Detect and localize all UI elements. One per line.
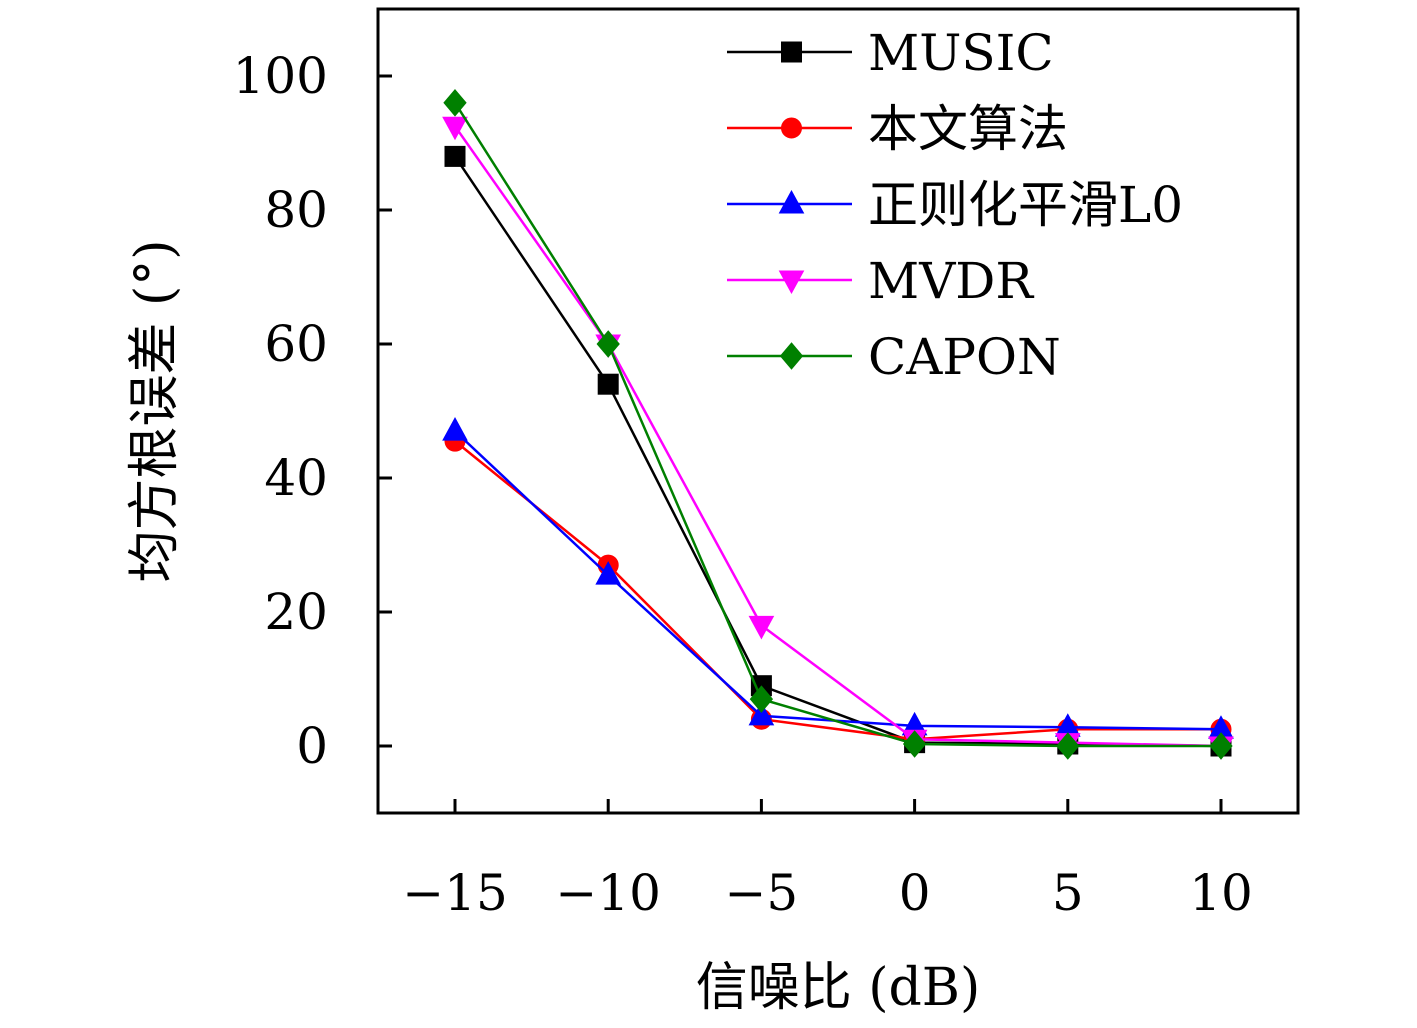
data-point [442,116,468,141]
legend-item: MUSIC [727,24,1054,82]
data-point [1056,732,1080,760]
x-tick-label: 10 [1189,864,1253,922]
legend-marker [781,117,802,139]
series-3 [442,417,1234,739]
y-tick-label: 100 [233,47,328,105]
y-tick-label: 0 [296,717,328,775]
data-point [748,701,775,726]
y-axis-label: 均方根误差 (°) [125,239,185,582]
series-layer [442,89,1234,761]
y-tick-label: 60 [264,315,328,373]
legend-label: 正则化平滑L0 [868,176,1183,234]
series-line [454,430,1222,731]
data-point [749,685,774,713]
legend-label: MVDR [868,252,1034,310]
x-tick-label: 5 [1052,864,1084,922]
x-tick-label: 0 [899,864,931,922]
legend-item: MVDR [727,252,1034,310]
x-axis-label: 信噪比 (dB) [696,958,981,1018]
series-5 [443,89,1233,760]
data-point [443,89,467,117]
x-axis: −15 −10 −5 0 5 10 [402,799,1253,922]
data-point [902,730,927,758]
data-point [596,330,620,358]
legend-marker [779,342,804,370]
plot-area-frame [376,7,1300,815]
legend-label: CAPON [868,328,1061,386]
data-point [595,561,622,585]
legend-marker [778,189,805,214]
data-point [597,373,619,395]
x-tick-label: −15 [402,864,508,922]
legend-label: 本文算法 [868,100,1068,158]
series-line [454,440,1221,741]
series-line [453,102,1221,748]
y-tick-label: 20 [264,583,328,641]
legend-label: MUSIC [868,24,1054,82]
data-point [748,615,775,640]
legend-item: CAPON [727,328,1061,386]
series-line [453,125,1222,748]
legend-marker [781,41,802,63]
y-axis: 0 20 40 60 80 100 [233,47,392,775]
y-tick-label: 40 [264,449,328,507]
data-point [1209,732,1233,760]
legend-item: 本文算法 [727,100,1068,158]
data-point [444,145,466,167]
x-tick-label: −5 [725,864,799,922]
series-line [453,155,1222,748]
data-point [442,417,468,441]
legend-marker [778,270,805,295]
y-tick-label: 80 [264,181,328,239]
legend-item: 正则化平滑L0 [727,176,1183,234]
x-tick-label: −10 [555,864,661,922]
series-2 [444,430,1232,750]
series-1 [444,145,1232,757]
